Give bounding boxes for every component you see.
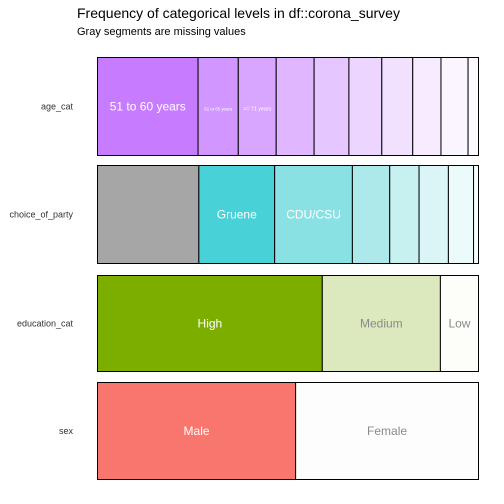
segment-label: Male [184, 424, 210, 438]
bar-segment [237, 57, 277, 156]
bar-segment [440, 57, 469, 156]
segment-label: CDU/CSU [286, 208, 341, 222]
bar-segment [351, 165, 391, 264]
bar-segment [412, 57, 442, 156]
segment-label: Low [448, 317, 470, 331]
bar-segment [198, 165, 276, 264]
bar-segment [97, 275, 323, 372]
bar-segment [275, 57, 315, 156]
bar-segment [348, 57, 383, 156]
segment-label: Medium [360, 317, 403, 331]
variable-label-choice-of-party: choice_of_party [9, 210, 73, 220]
bar-segment [418, 165, 449, 264]
segment-label: Gruene [217, 208, 257, 222]
bar-segment [381, 57, 414, 156]
bars-group: age_cat 51 to 60 years 61 to 65 years >= 71… [9, 57, 479, 480]
segment-label: High [198, 317, 223, 331]
variable-label-age-cat: age_cat [41, 102, 74, 112]
bar-segment [295, 382, 479, 480]
variable-label-sex: sex [59, 426, 74, 436]
bar-segment [97, 382, 297, 480]
variable-label-education-cat: education_cat [17, 319, 74, 329]
bar-segment [313, 57, 350, 156]
bar-segment [197, 57, 239, 156]
bar-segment [97, 57, 199, 156]
bar-segment [439, 275, 479, 372]
bar-segment [467, 57, 479, 156]
chart-title: Frequency of categorical levels in df::c… [77, 5, 400, 21]
segment-label: >= 71 years [243, 107, 271, 113]
bar-segment [274, 165, 353, 264]
chart-subtitle: Gray segments are missing values [77, 26, 246, 38]
bar-segment [447, 165, 475, 264]
segment-label: 51 to 60 years [110, 100, 186, 114]
bar-segment [97, 165, 200, 264]
segment-label: Female [367, 424, 407, 438]
bar-segment [389, 165, 420, 264]
bar-segment [473, 165, 479, 264]
bar-segment [321, 275, 441, 372]
segment-label: 61 to 65 years [204, 107, 233, 112]
